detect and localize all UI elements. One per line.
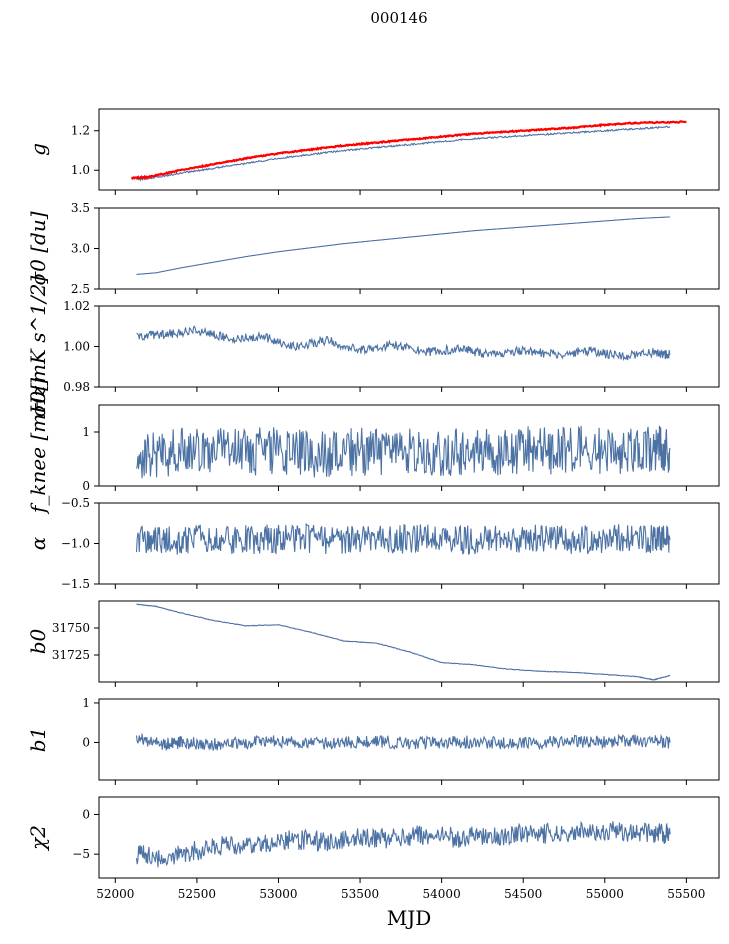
panel-2: 2.5 3.0 3.5 σ0 [du] bbox=[26, 201, 720, 296]
y-axis-label: χ2 bbox=[26, 825, 50, 852]
y-tick-label: 0 bbox=[82, 479, 90, 493]
panel-frame bbox=[98, 698, 720, 781]
panel-frame bbox=[98, 600, 720, 683]
x-tick-label: 53500 bbox=[341, 887, 379, 901]
y-tick-label: 0.98 bbox=[63, 380, 90, 394]
series-line-1 bbox=[136, 603, 671, 681]
x-tick-label: 54500 bbox=[504, 887, 542, 901]
series-line-1 bbox=[135, 425, 671, 479]
y-axis-label: α bbox=[26, 536, 50, 550]
y-axis-label: σ0[mK s^1/2] bbox=[26, 276, 50, 418]
panel-frame bbox=[98, 108, 720, 191]
y-axis-label: g bbox=[26, 143, 50, 156]
series-line-1 bbox=[136, 325, 671, 362]
panel-frame bbox=[98, 207, 720, 290]
series-line-1 bbox=[135, 820, 671, 868]
x-tick-label: 52500 bbox=[178, 887, 216, 901]
y-tick-label: 3.0 bbox=[71, 242, 90, 256]
panel-1: 1.0 1.2 g bbox=[26, 108, 720, 195]
y-axis-label: σ0 [du] bbox=[26, 211, 50, 285]
panel-8: −5 0 52000 52500 53000 53500 54000 54500 55000 55… bbox=[26, 796, 720, 930]
series-line-1 bbox=[135, 733, 671, 751]
x-tick-label: 54000 bbox=[423, 887, 461, 901]
x-tick-label: 55500 bbox=[667, 887, 705, 901]
y-axis-label: b0 bbox=[26, 628, 50, 654]
panels-group: 1.0 1.2 g 2.5 3.0 3.5 σ0 [du] 0.98 1.00 1.02 σ0[mK… bbox=[26, 108, 720, 930]
y-tick-label: 1.2 bbox=[71, 124, 90, 138]
y-tick-label: 1 bbox=[82, 425, 90, 439]
x-axis-label: MJD bbox=[387, 906, 432, 930]
y-tick-label: 1.0 bbox=[71, 163, 90, 177]
x-tick-label: 55000 bbox=[586, 887, 624, 901]
panel-3: 0.98 1.00 1.02 σ0[mK s^1/2] bbox=[26, 276, 720, 418]
y-tick-label: 2.5 bbox=[71, 282, 90, 296]
figure-title: 000146 bbox=[370, 9, 427, 27]
series-line-1 bbox=[135, 522, 671, 555]
y-tick-label: 0 bbox=[82, 735, 90, 749]
panel-4: 0 1 f_knee [mHz] bbox=[26, 378, 720, 515]
series-line-1 bbox=[136, 216, 671, 275]
panel-5: −1.5 −1.0 −0.5 α bbox=[26, 496, 720, 591]
y-tick-label: 1.02 bbox=[63, 299, 90, 313]
y-tick-label: −5 bbox=[72, 847, 90, 861]
panel-7: 0 1 b1 bbox=[26, 696, 720, 785]
x-tick-label: 52000 bbox=[96, 887, 134, 901]
y-axis-label: b1 bbox=[26, 727, 50, 753]
y-tick-label: −1.5 bbox=[61, 577, 90, 591]
y-tick-label: −0.5 bbox=[61, 496, 90, 510]
y-axis-label: f_knee [mHz] bbox=[26, 378, 50, 515]
y-tick-label: 3.5 bbox=[71, 201, 90, 215]
y-tick-label: 31750 bbox=[52, 621, 90, 635]
y-tick-label: 31725 bbox=[52, 648, 90, 662]
y-tick-label: −1.0 bbox=[61, 537, 90, 551]
y-tick-label: 1.00 bbox=[63, 340, 90, 354]
y-tick-label: 1 bbox=[82, 696, 90, 710]
x-tick-label: 53000 bbox=[259, 887, 297, 901]
series-line-2 bbox=[131, 120, 687, 181]
y-tick-label: 0 bbox=[82, 807, 90, 821]
panel-frame bbox=[98, 796, 720, 879]
panel-frame bbox=[98, 404, 720, 487]
series-line-1 bbox=[136, 125, 671, 182]
